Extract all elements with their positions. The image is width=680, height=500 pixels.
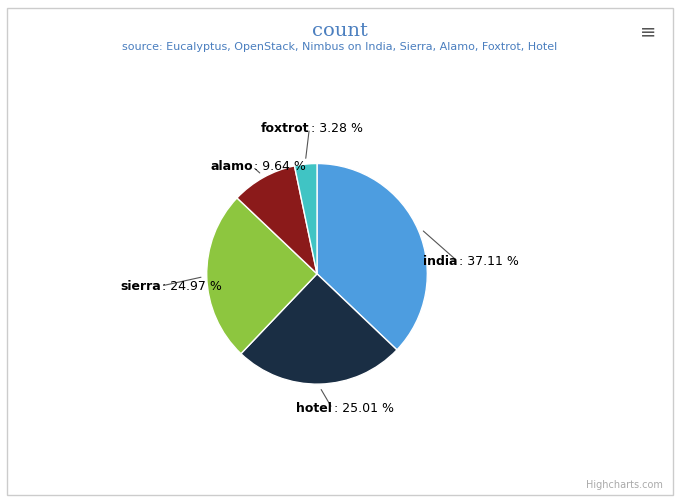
- Text: : 37.11 %: : 37.11 %: [460, 255, 520, 268]
- Wedge shape: [237, 166, 317, 274]
- Wedge shape: [294, 164, 317, 274]
- Text: india: india: [424, 255, 458, 268]
- Text: : 24.97 %: : 24.97 %: [163, 280, 222, 292]
- Text: count: count: [312, 22, 368, 40]
- Text: : 9.64 %: : 9.64 %: [254, 160, 306, 173]
- Text: : 25.01 %: : 25.01 %: [334, 402, 394, 415]
- Text: source: Eucalyptus, OpenStack, Nimbus on India, Sierra, Alamo, Foxtrot, Hotel: source: Eucalyptus, OpenStack, Nimbus on…: [122, 42, 558, 52]
- Text: sierra: sierra: [120, 280, 160, 292]
- Text: : 3.28 %: : 3.28 %: [311, 122, 363, 135]
- Text: hotel: hotel: [296, 402, 333, 415]
- Text: foxtrot: foxtrot: [261, 122, 309, 135]
- Text: alamo: alamo: [210, 160, 253, 173]
- Wedge shape: [317, 164, 427, 350]
- Text: ≡: ≡: [640, 22, 656, 42]
- Wedge shape: [207, 198, 317, 354]
- Text: Highcharts.com: Highcharts.com: [586, 480, 663, 490]
- Wedge shape: [241, 274, 397, 384]
